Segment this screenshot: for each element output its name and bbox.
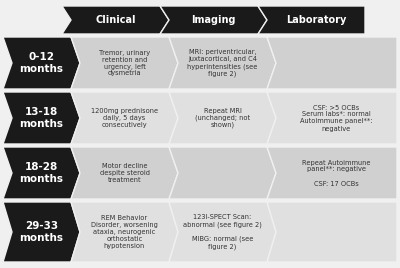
Polygon shape (71, 37, 178, 89)
Polygon shape (267, 147, 397, 199)
Text: Repeat MRI
(unchanged; not
shown): Repeat MRI (unchanged; not shown) (195, 107, 250, 128)
Polygon shape (169, 37, 276, 89)
Text: 13-18
months: 13-18 months (20, 107, 64, 129)
Polygon shape (169, 147, 276, 199)
Polygon shape (62, 6, 169, 34)
Text: REM Behavior
Disorder, worsening
ataxia, neurogenic
orthostatic
hypotension: REM Behavior Disorder, worsening ataxia,… (91, 215, 158, 249)
Polygon shape (71, 92, 178, 144)
Polygon shape (267, 37, 397, 89)
Text: 18-28
months: 18-28 months (20, 162, 64, 184)
Polygon shape (71, 147, 178, 199)
Polygon shape (3, 37, 80, 89)
Polygon shape (3, 92, 80, 144)
Text: Repeat Autoimmune
panel**: negative

CSF: 17 OCBs: Repeat Autoimmune panel**: negative CSF:… (302, 159, 371, 187)
Text: 0-12
months: 0-12 months (20, 52, 64, 74)
Polygon shape (258, 6, 365, 34)
Polygon shape (169, 202, 276, 262)
Text: Imaging: Imaging (191, 15, 236, 25)
Polygon shape (3, 202, 80, 262)
Text: Laboratory: Laboratory (286, 15, 346, 25)
Polygon shape (267, 92, 397, 144)
Text: Tremor, urinary
retention and
urgency, left
dysmetria: Tremor, urinary retention and urgency, l… (99, 50, 150, 76)
Text: Motor decline
despite steroid
treatment: Motor decline despite steroid treatment (100, 163, 150, 183)
Text: MRI: periventricular,
juxtacortical, and C4
hyperintensities (see
figure 2): MRI: periventricular, juxtacortical, and… (187, 49, 258, 77)
Text: 29-33
months: 29-33 months (20, 221, 64, 243)
Text: 123I-SPECT Scan:
abnormal (see figure 2)

MIBG: normal (see
figure 2): 123I-SPECT Scan: abnormal (see figure 2)… (183, 214, 262, 250)
Polygon shape (71, 202, 178, 262)
Text: CSF: >5 OCBs
Serum labs*: normal
Autoimmune panel**:
negative: CSF: >5 OCBs Serum labs*: normal Autoimm… (300, 105, 373, 132)
Text: 1200mg prednisone
daily, 5 days
consecutively: 1200mg prednisone daily, 5 days consecut… (91, 108, 158, 128)
Polygon shape (169, 92, 276, 144)
Polygon shape (3, 147, 80, 199)
Text: Clinical: Clinical (95, 15, 136, 25)
Polygon shape (267, 202, 397, 262)
Polygon shape (160, 6, 267, 34)
